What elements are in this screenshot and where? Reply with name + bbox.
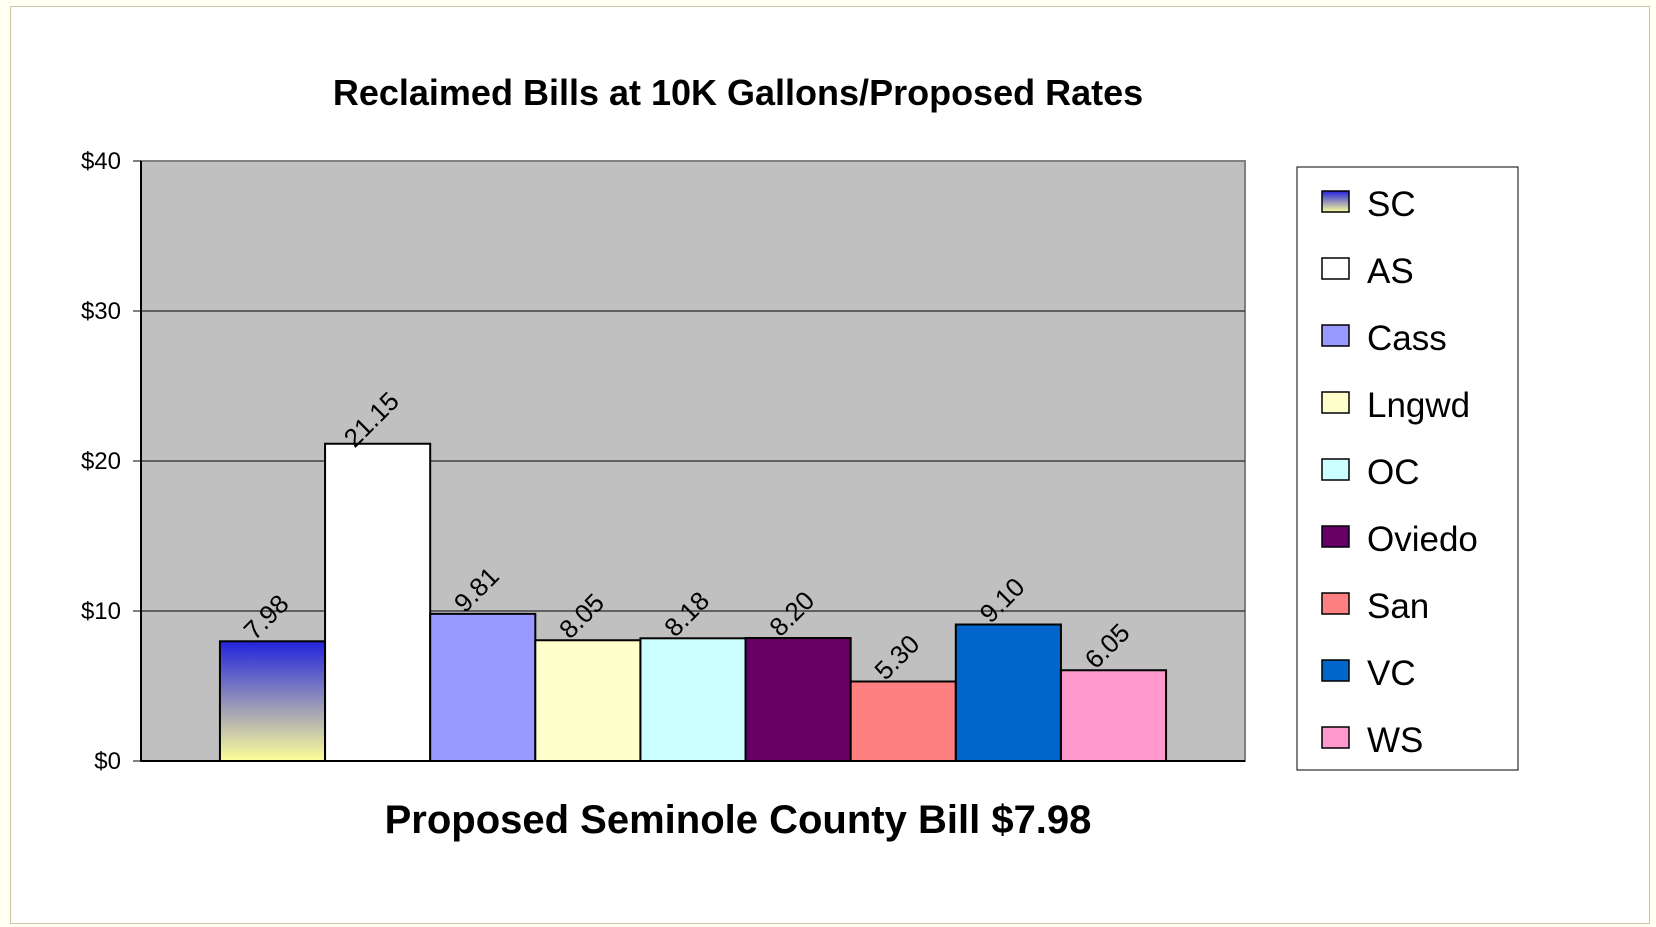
legend-label-san: San (1367, 587, 1429, 626)
chart-frame: Reclaimed Bills at 10K Gallons/Proposed … (10, 6, 1650, 924)
bar-cass (429, 612, 537, 762)
bar-san (849, 680, 957, 762)
bar-vc (954, 623, 1062, 762)
legend-swatch-cass (1321, 324, 1350, 347)
legend-label-ws: WS (1367, 721, 1423, 760)
chart-title: Reclaimed Bills at 10K Gallons/Proposed … (333, 72, 1143, 113)
legend-swatch-sc (1321, 190, 1350, 213)
legend-swatch-as (1321, 257, 1350, 280)
legend-swatch-oviedo (1321, 525, 1350, 548)
y-tick-label: $20 (81, 448, 121, 475)
legend-swatch-vc (1321, 659, 1350, 682)
y-tick-label: $30 (81, 298, 121, 325)
y-tick-label: $40 (81, 148, 121, 175)
legend-swatch-lngwd (1321, 391, 1350, 414)
legend-label-cass: Cass (1367, 319, 1447, 358)
legend-swatch-ws (1321, 726, 1350, 749)
y-tick-label: $10 (81, 598, 121, 625)
legend-label-as: AS (1367, 252, 1414, 291)
legend-swatch-san (1321, 592, 1350, 615)
legend-label-oc: OC (1367, 453, 1420, 492)
bar-as (324, 442, 432, 762)
bar-oc (639, 637, 747, 762)
legend-label-vc: VC (1367, 654, 1416, 693)
legend-label-lngwd: Lngwd (1367, 386, 1470, 425)
x-axis-label: Proposed Seminole County Bill $7.98 (385, 798, 1092, 842)
bar-sc (218, 640, 327, 762)
bar-oviedo (744, 637, 852, 762)
legend-label-oviedo: Oviedo (1367, 520, 1478, 559)
bar-lngwd (534, 639, 642, 762)
y-tick-label: $0 (94, 748, 121, 775)
legend-swatch-oc (1321, 458, 1350, 481)
legend-label-sc: SC (1367, 185, 1416, 224)
bar-chart: Reclaimed Bills at 10K Gallons/Proposed … (81, 72, 1519, 842)
bar-ws (1059, 669, 1168, 762)
